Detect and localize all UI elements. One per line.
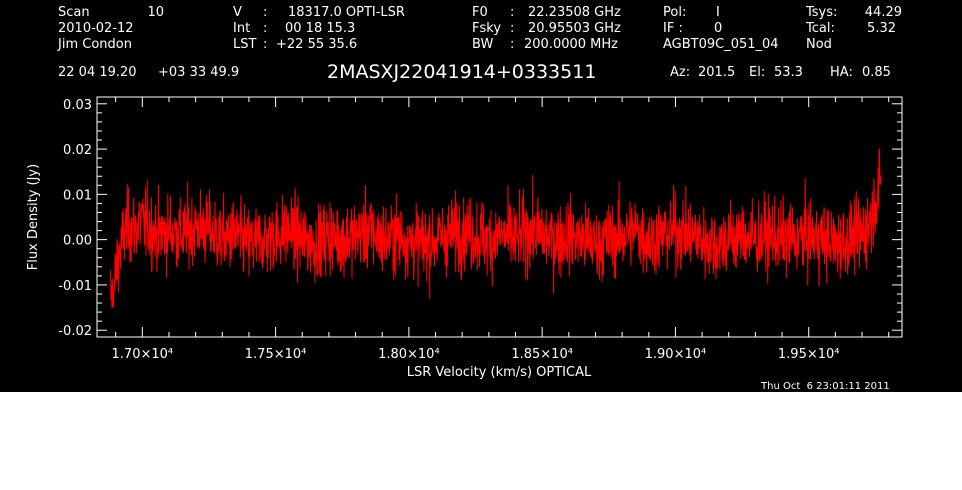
x-tick-label: 1.80×10⁴ xyxy=(378,347,440,362)
observer-name: Jim Condon xyxy=(58,37,132,52)
bandwidth-colon: : xyxy=(510,37,515,52)
velocity-label: V xyxy=(233,5,242,20)
x-tick-label: 1.95×10⁴ xyxy=(778,347,840,362)
elevation-value: 53.3 xyxy=(774,65,803,80)
hour-angle-value: 0.85 xyxy=(862,65,891,80)
y-tick-label: 0.00 xyxy=(63,234,92,249)
tick-labels: 1.70×10⁴ 1.75×10⁴ 1.80×10⁴ 1.85×10⁴ 1.90×10⁴… xyxy=(58,98,839,362)
declination: +03 33 49.9 xyxy=(158,65,240,80)
rest-freq-label: F0 xyxy=(472,5,488,20)
lst-label: LST xyxy=(233,37,257,52)
x-axis-label: LSR Velocity (km/s) OPTICAL xyxy=(407,365,592,380)
plot-timestamp: Thu Oct 6 23:01:11 2011 xyxy=(761,381,890,392)
sky-freq-value: 20.95503 GHz xyxy=(528,21,621,36)
rest-freq-value: 22.23508 GHz xyxy=(528,5,621,20)
y-tick-label: 0.01 xyxy=(63,188,92,203)
y-tick-label: 0.03 xyxy=(63,98,92,113)
rest-freq-colon: : xyxy=(510,5,515,20)
spectrum-panel: Scan 10 2010-02-12 Jim Condon V : 18317.… xyxy=(0,0,962,392)
y-tick-label: 0.02 xyxy=(63,143,92,158)
lst-colon: : xyxy=(263,37,268,52)
sky-freq-label: Fsky xyxy=(472,21,502,36)
spectrum-chart: 1.70×10⁴ 1.75×10⁴ 1.80×10⁴ 1.85×10⁴ 1.90×10⁴… xyxy=(26,96,903,380)
x-tick-label: 1.70×10⁴ xyxy=(112,347,174,362)
polarization-value: I xyxy=(716,5,720,20)
integration-colon: : xyxy=(263,21,268,36)
y-axis-label: Flux Density (Jy) xyxy=(26,164,41,270)
spectrum-trace-layer xyxy=(109,148,882,308)
integration-value: 00 18 15.3 xyxy=(285,21,356,36)
sky-freq-colon: : xyxy=(510,21,515,36)
plot-frame xyxy=(96,96,903,338)
lst-value: +22 55 35.6 xyxy=(276,37,358,52)
x-tick-label: 1.75×10⁴ xyxy=(245,347,307,362)
right-ascension: 22 04 19.20 xyxy=(58,65,137,80)
x-tick-label: 1.85×10⁴ xyxy=(511,347,573,362)
axis-ticks xyxy=(97,97,902,337)
scan-number: 10 xyxy=(147,5,164,20)
project-id: AGBT09C_051_04 xyxy=(663,37,779,52)
velocity-colon: : xyxy=(263,5,268,20)
elevation-label: El: xyxy=(749,65,766,80)
tcal-label: Tcal: xyxy=(806,21,835,36)
if-label: IF : xyxy=(663,21,683,36)
scan-label: Scan xyxy=(58,5,90,20)
bandwidth-label: BW xyxy=(472,37,494,52)
velocity-value: 18317.0 OPTI-LSR xyxy=(288,5,405,20)
x-tick-label: 1.90×10⁴ xyxy=(645,347,707,362)
bandwidth-value: 200.0000 MHz xyxy=(524,37,618,52)
source-name: 2MASXJ22041914+0333511 xyxy=(327,61,597,83)
observation-date: 2010-02-12 xyxy=(58,21,134,36)
integration-label: Int xyxy=(233,21,251,36)
hour-angle-label: HA: xyxy=(830,65,853,80)
spectrum-line xyxy=(109,148,882,308)
procedure-name: Nod xyxy=(806,37,832,52)
tcal-value: 5.32 xyxy=(867,21,896,36)
azimuth-label: Az: xyxy=(670,65,691,80)
y-tick-label: -0.02 xyxy=(58,324,92,339)
tsys-label: Tsys: xyxy=(806,5,838,20)
y-tick-label: -0.01 xyxy=(58,279,92,294)
azimuth-value: 201.5 xyxy=(698,65,736,80)
if-value: 0 xyxy=(714,21,723,36)
tsys-value: 44.29 xyxy=(864,5,902,20)
polarization-label: Pol: xyxy=(663,5,687,20)
